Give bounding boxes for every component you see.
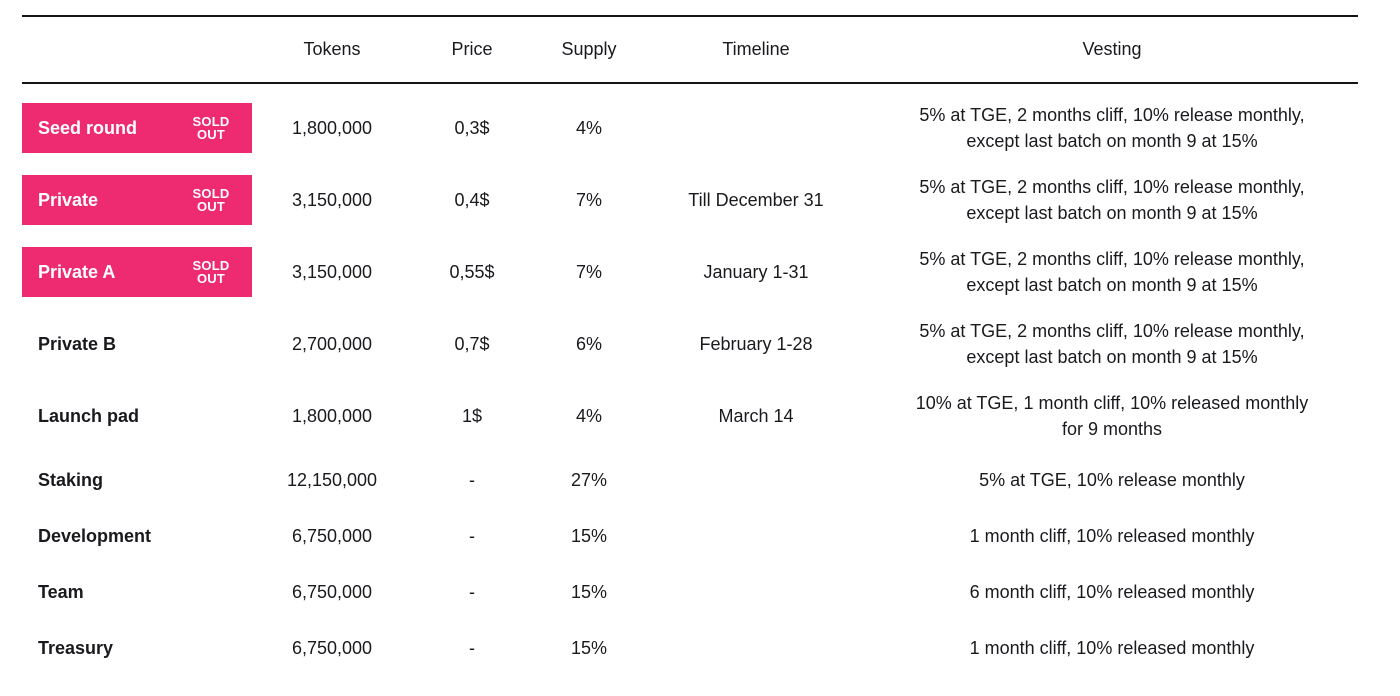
tokens-cell: 3,150,000 [291, 261, 373, 282]
price-cell: 0,55$ [449, 261, 495, 282]
vesting-line: 6 month cliff, 10% released monthly [969, 582, 1255, 602]
supply-cell: 15% [570, 525, 608, 546]
table-row-staking: Staking 12,150,000 - 27% 5% at TGE, 10% … [22, 452, 1358, 508]
supply-cell: 6% [575, 333, 602, 354]
column-header-vesting: Vesting [1082, 39, 1142, 59]
row-label: Treasury [38, 637, 114, 658]
timeline-cell: Till December 31 [688, 189, 824, 210]
tokens-cell: 6,750,000 [291, 637, 373, 658]
table-row-development: Development 6,750,000 - 15% 1 month clif… [22, 508, 1358, 564]
table-row-private: Private SOLD OUT 3,150,000 0,4$ 7% Till … [22, 164, 1358, 236]
table-header-row: Tokens Price Supply Timeline Vesting [22, 15, 1358, 84]
row-label-cell: Private SOLD OUT [22, 175, 252, 225]
tokens-cell: 6,750,000 [291, 581, 373, 602]
row-label: Seed round [38, 117, 138, 138]
vesting-cell: 5% at TGE, 2 months cliff, 10% release m… [866, 318, 1358, 370]
tokens-cell: 1,800,000 [291, 405, 373, 426]
column-header-supply: Supply [561, 39, 617, 59]
price-cell: - [469, 637, 475, 658]
table-body: Seed round SOLD OUT 1,800,000 0,3$ 4% 5%… [22, 84, 1358, 676]
vesting-cell: 10% at TGE, 1 month cliff, 10% released … [866, 390, 1358, 442]
vesting-cell: 5% at TGE, 10% release monthly [866, 467, 1358, 493]
tokens-cell: 3,150,000 [291, 189, 373, 210]
timeline-cell: January 1-31 [703, 261, 809, 282]
vesting-cell: 5% at TGE, 2 months cliff, 10% release m… [866, 102, 1358, 154]
supply-cell: 4% [575, 405, 602, 426]
row-label: Private B [38, 333, 117, 354]
vesting-line: except last batch on month 9 at 15% [966, 131, 1258, 151]
price-cell: - [469, 469, 475, 490]
column-header-price: Price [451, 39, 493, 59]
vesting-line: except last batch on month 9 at 15% [966, 347, 1258, 367]
vesting-line: 5% at TGE, 10% release monthly [979, 470, 1245, 490]
table-row-seed-round: Seed round SOLD OUT 1,800,000 0,3$ 4% 5%… [22, 92, 1358, 164]
sold-out-label: SOLD OUT [192, 114, 230, 142]
tokens-cell: 12,150,000 [286, 469, 378, 490]
vesting-line: for 9 months [1061, 419, 1163, 439]
timeline-cell: March 14 [718, 405, 794, 426]
row-label: Launch pad [38, 405, 140, 426]
row-label: Private [38, 189, 99, 210]
table-row-treasury: Treasury 6,750,000 - 15% 1 month cliff, … [22, 620, 1358, 676]
vesting-line: except last batch on month 9 at 15% [966, 203, 1258, 223]
sold-out-badge: Private SOLD OUT [22, 175, 252, 225]
price-cell: - [469, 525, 475, 546]
price-cell: - [469, 581, 475, 602]
row-label: Private A [38, 261, 116, 282]
supply-cell: 7% [575, 261, 602, 282]
vesting-cell: 5% at TGE, 2 months cliff, 10% release m… [866, 246, 1358, 298]
supply-cell: 15% [570, 581, 608, 602]
row-label: Staking [38, 469, 104, 490]
supply-cell: 7% [575, 189, 602, 210]
price-cell: 0,3$ [454, 117, 490, 138]
vesting-cell: 1 month cliff, 10% released monthly [866, 523, 1358, 549]
vesting-cell: 1 month cliff, 10% released monthly [866, 635, 1358, 661]
supply-cell: 4% [575, 117, 602, 138]
tokenomics-table: Tokens Price Supply Timeline Vesting See… [22, 15, 1358, 676]
price-cell: 0,4$ [454, 189, 490, 210]
sold-out-label: SOLD OUT [192, 186, 230, 214]
vesting-cell: 6 month cliff, 10% released monthly [866, 579, 1358, 605]
column-header-tokens: Tokens [303, 39, 361, 59]
supply-cell: 15% [570, 637, 608, 658]
row-label-cell: Seed round SOLD OUT [22, 103, 252, 153]
tokens-cell: 6,750,000 [291, 525, 373, 546]
vesting-line: 5% at TGE, 2 months cliff, 10% release m… [919, 177, 1305, 197]
sold-out-label: SOLD OUT [192, 258, 230, 286]
row-label: Team [38, 581, 84, 602]
price-cell: 1$ [461, 405, 483, 426]
row-label: Development [38, 525, 152, 546]
row-label-cell: Private A SOLD OUT [22, 247, 252, 297]
vesting-cell: 5% at TGE, 2 months cliff, 10% release m… [866, 174, 1358, 226]
supply-cell: 27% [570, 469, 608, 490]
vesting-line: 1 month cliff, 10% released monthly [969, 638, 1255, 658]
vesting-line: 1 month cliff, 10% released monthly [969, 526, 1255, 546]
table-row-launch-pad: Launch pad 1,800,000 1$ 4% March 14 10% … [22, 380, 1358, 452]
sold-out-badge: Seed round SOLD OUT [22, 103, 252, 153]
sold-out-badge: Private A SOLD OUT [22, 247, 252, 297]
table-row-private-a: Private A SOLD OUT 3,150,000 0,55$ 7% Ja… [22, 236, 1358, 308]
vesting-line: except last batch on month 9 at 15% [966, 275, 1258, 295]
tokens-cell: 2,700,000 [291, 333, 373, 354]
tokens-cell: 1,800,000 [291, 117, 373, 138]
table-row-team: Team 6,750,000 - 15% 6 month cliff, 10% … [22, 564, 1358, 620]
vesting-line: 5% at TGE, 2 months cliff, 10% release m… [919, 321, 1305, 341]
vesting-line: 10% at TGE, 1 month cliff, 10% released … [915, 393, 1309, 413]
column-header-timeline: Timeline [722, 39, 790, 59]
table-row-private-b: Private B 2,700,000 0,7$ 6% February 1-2… [22, 308, 1358, 380]
price-cell: 0,7$ [454, 333, 490, 354]
timeline-cell: February 1-28 [699, 333, 813, 354]
vesting-line: 5% at TGE, 2 months cliff, 10% release m… [919, 105, 1305, 125]
vesting-line: 5% at TGE, 2 months cliff, 10% release m… [919, 249, 1305, 269]
